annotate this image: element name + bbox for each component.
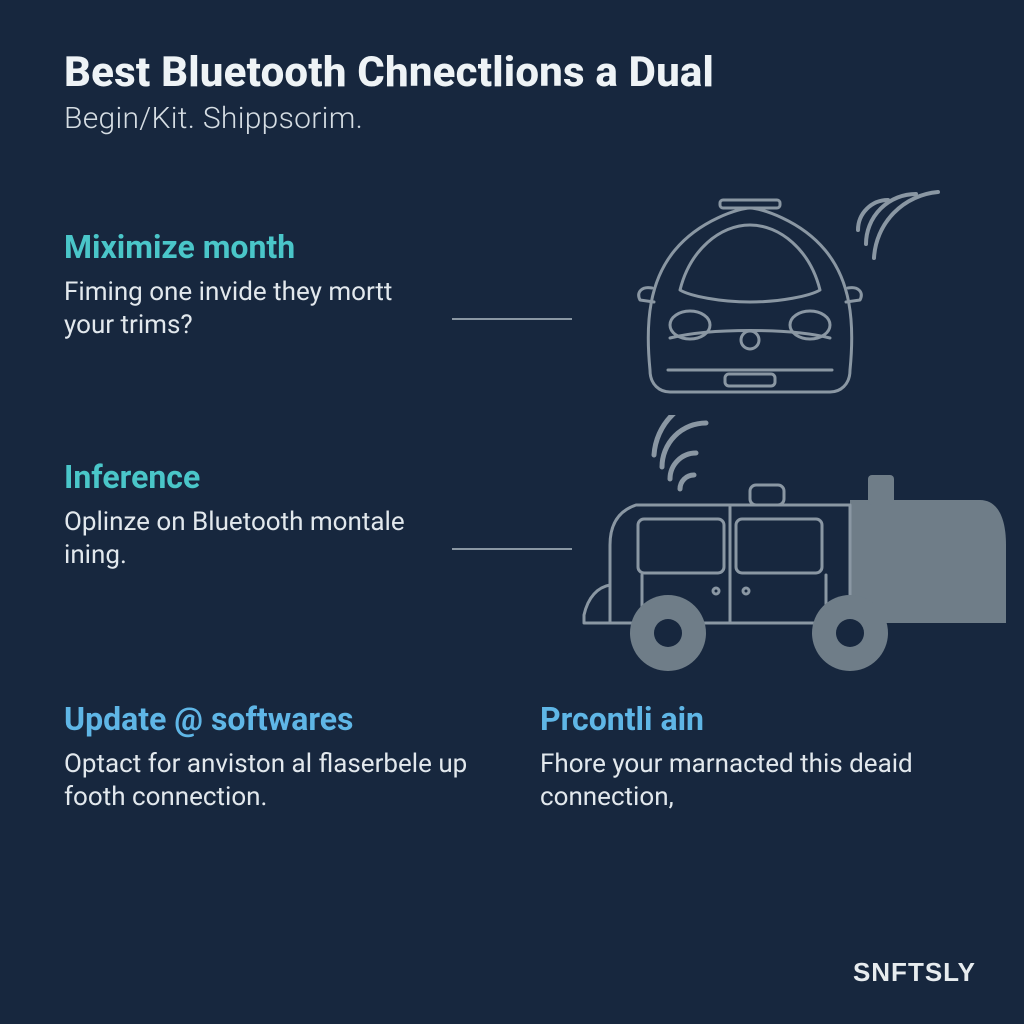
- truck-cabin: [584, 485, 850, 623]
- truck-cargo: [850, 475, 1006, 623]
- section-body: Fhore your marnacted this deaid connecti…: [540, 748, 960, 815]
- signal-waves-icon: [858, 192, 938, 258]
- section-heading: Inference: [64, 458, 444, 496]
- page-subtitle: Begin/Kit. Shippsorim.: [64, 101, 960, 136]
- signal-waves-icon: [654, 415, 714, 489]
- truck-side-icon: [550, 415, 1010, 685]
- header: Best Bluetooth Chnectlions a Dual Begin/…: [64, 48, 960, 136]
- truck-side-illustration: [550, 415, 1010, 685]
- section-heading: Prcontli ain: [540, 700, 960, 738]
- section-body: Fiming one invide they mortt your trims?: [64, 276, 444, 343]
- section-prcontli: Prcontli ain Fhore your marnacted this d…: [540, 700, 960, 815]
- section-update: Update @ softwares Optact for anviston a…: [64, 700, 484, 815]
- brand-logo: SNFTSLY: [853, 957, 976, 988]
- section-body: Optact for anviston al flaserbele up foo…: [64, 748, 484, 815]
- truck-wheels: [630, 595, 888, 671]
- car-front-icon: [590, 170, 950, 430]
- section-heading: Update @ softwares: [64, 700, 484, 738]
- section-body: Oplinze on Bluetooth montale ining.: [64, 506, 444, 573]
- page-title: Best Bluetooth Chnectlions a Dual: [64, 48, 960, 97]
- connector-line: [452, 318, 572, 320]
- section-heading: Miximize month: [64, 228, 444, 266]
- section-inference: Inference Oplinze on Bluetooth montale i…: [64, 458, 444, 573]
- car-front-illustration: [590, 170, 950, 430]
- section-miximize: Miximize month Fiming one invide they mo…: [64, 228, 444, 343]
